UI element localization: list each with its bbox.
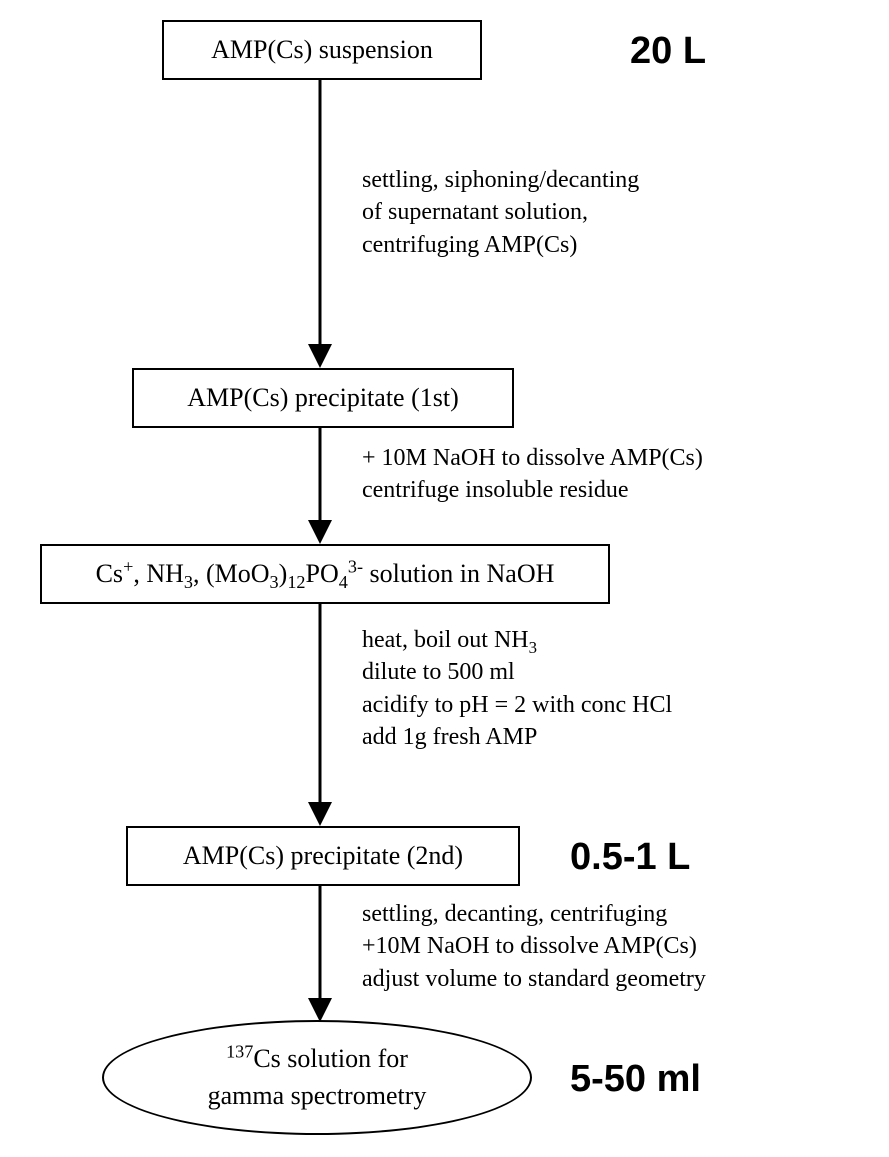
node-precipitate-1st: AMP(Cs) precipitate (1st) xyxy=(132,368,514,428)
node-label: Cs+, NH3, (MoO3)12PO43- solution in NaOH xyxy=(96,559,555,589)
node-label: 137Cs solution forgamma spectrometry xyxy=(208,1041,427,1114)
node-label: AMP(Cs) precipitate (1st) xyxy=(187,383,459,413)
volume-label-0-5-1l: 0.5-1 L xyxy=(570,836,690,879)
volume-label-5-50ml: 5-50 ml xyxy=(570,1058,701,1101)
volume-label-20l: 20 L xyxy=(630,30,706,73)
node-precipitate-2nd: AMP(Cs) precipitate (2nd) xyxy=(126,826,520,886)
step-text-3: heat, boil out NH3 dilute to 500 ml acid… xyxy=(362,624,672,754)
node-label: AMP(Cs) suspension xyxy=(211,35,433,65)
node-label: AMP(Cs) precipitate (2nd) xyxy=(183,841,463,871)
node-amp-suspension: AMP(Cs) suspension xyxy=(162,20,482,80)
node-solution-naoh: Cs+, NH3, (MoO3)12PO43- solution in NaOH xyxy=(40,544,610,604)
node-gamma-spectrometry: 137Cs solution forgamma spectrometry xyxy=(102,1020,532,1135)
step-text-2: + 10M NaOH to dissolve AMP(Cs) centrifug… xyxy=(362,442,703,507)
step-text-1: settling, siphoning/decanting of superna… xyxy=(362,164,639,261)
step-text-4: settling, decanting, centrifuging +10M N… xyxy=(362,898,706,995)
